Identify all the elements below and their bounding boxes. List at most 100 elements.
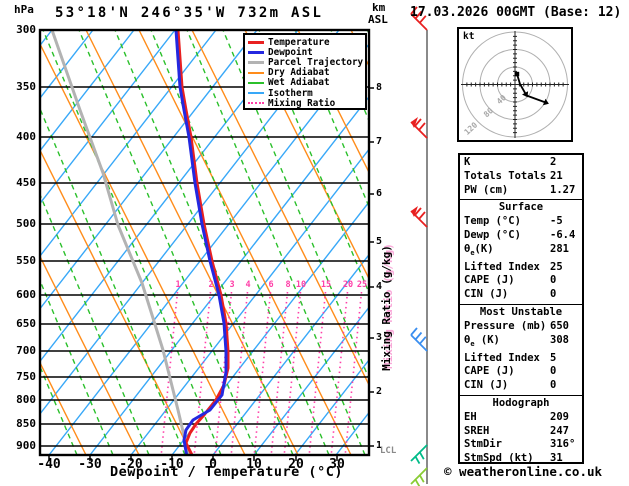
km-tick-label: 4 bbox=[376, 281, 383, 292]
table-row: Temp (°C) -5 bbox=[460, 215, 582, 229]
x-tick-label: -30 bbox=[78, 457, 102, 472]
table-row: SREH 247 bbox=[460, 425, 582, 439]
mixing-ratio-value-label: 4 bbox=[245, 280, 251, 290]
pressure-tick-label: 500 bbox=[16, 217, 36, 230]
table-row-value: 25 bbox=[550, 260, 563, 273]
isotherm-line bbox=[294, 358, 369, 455]
mixing-ratio-value-label: 25 bbox=[356, 280, 368, 290]
trace-arrowhead bbox=[522, 91, 529, 98]
table-row-value: 0 bbox=[550, 379, 557, 392]
table-section-title: Hodograph bbox=[492, 396, 550, 409]
table-row: Totals Totals 21 bbox=[460, 170, 582, 184]
x-tick-label: 20 bbox=[288, 457, 304, 472]
km-tick-label: 6 bbox=[376, 188, 383, 199]
table-row-value: -6.4 bbox=[550, 228, 576, 241]
table-row-label: CAPE (J) bbox=[464, 365, 515, 378]
x-tick-label: -40 bbox=[37, 457, 61, 472]
km-axis-unit: km bbox=[372, 1, 386, 14]
indices-table: K 2 Totals Totals 21 PW (cm) 1.27 Surface Temp … bbox=[458, 153, 584, 464]
wet-adiabat-line bbox=[40, 450, 42, 455]
legend-item: Dewpoint bbox=[248, 47, 365, 58]
table-row-label: StmDir bbox=[464, 438, 502, 451]
table-row-label: Temp (°C) bbox=[464, 215, 521, 228]
table-row-value: 281 bbox=[550, 242, 569, 255]
km-tick-label: 3 bbox=[376, 332, 383, 343]
pressure-tick-label: 550 bbox=[16, 254, 36, 267]
table-row-label: Lifted Index bbox=[464, 260, 540, 273]
wind-barb bbox=[410, 206, 428, 228]
lcl-marker-label: LCL bbox=[380, 446, 397, 456]
pressure-tick-label: 450 bbox=[16, 176, 36, 189]
isotherm-line bbox=[0, 30, 11, 455]
legend-item: Dry Adiabat bbox=[248, 67, 365, 78]
mixing-ratio-value-label: 8 bbox=[285, 280, 291, 290]
table-section-title: Most Unstable bbox=[479, 306, 563, 319]
pressure-tick-label: 900 bbox=[16, 439, 36, 452]
pressure-tick-label: 600 bbox=[16, 288, 36, 301]
dry-adiabat-line bbox=[138, 30, 352, 455]
pressure-tick-label: 300 bbox=[16, 23, 36, 36]
table-section: Surface Temp (°C) -5 Dewp (°C) -6.4 θe(K) 281 L… bbox=[460, 199, 582, 304]
table-row: StmDir 316° bbox=[460, 438, 582, 452]
km-tick-label: 8 bbox=[376, 82, 383, 93]
x-tick-label: -20 bbox=[119, 457, 143, 472]
table-section: Most Unstable Pressure (mb) 650 θe (K) 308 Li… bbox=[460, 304, 582, 395]
table-section-title: Surface bbox=[498, 201, 544, 214]
pressure-tick-label: 650 bbox=[16, 317, 36, 330]
table-row: StmSpd (kt) 31 bbox=[460, 452, 582, 466]
table-row-value: 2 bbox=[550, 156, 557, 168]
trace-arrowhead bbox=[542, 98, 549, 106]
wind-barb bbox=[410, 6, 428, 31]
table-row-label: Pressure (mb) bbox=[464, 319, 547, 332]
isotherm-line bbox=[212, 253, 369, 455]
wind-barb bbox=[410, 467, 428, 486]
table-row-label: CIN (J) bbox=[464, 288, 509, 301]
wet-adiabat-line bbox=[150, 30, 330, 455]
wind-barb bbox=[410, 444, 428, 464]
wind-barb bbox=[410, 327, 428, 352]
pressure-tick-label: 400 bbox=[16, 130, 36, 143]
dry-adiabat-line bbox=[40, 148, 193, 455]
wet-adiabat-line bbox=[40, 192, 150, 455]
table-row-label: SREH bbox=[464, 424, 490, 437]
wet-adiabat-line bbox=[114, 30, 294, 455]
mixing-ratio-value-label: 3 bbox=[229, 280, 235, 290]
isotherm-line bbox=[40, 30, 299, 363]
legend-item-label: Wet Adiabat bbox=[268, 77, 330, 89]
table-row-value: 209 bbox=[550, 410, 569, 423]
table-row-value: 5 bbox=[550, 351, 557, 364]
wet-adiabat-line bbox=[0, 30, 5, 455]
isotherm-line bbox=[253, 306, 369, 455]
table-row-label: StmSpd (kt) bbox=[464, 452, 534, 465]
wet-adiabat-line bbox=[40, 106, 186, 455]
x-tick-label: 30 bbox=[329, 457, 345, 472]
legend-line-sample bbox=[248, 50, 264, 54]
table-row-value: 650 bbox=[550, 319, 569, 332]
legend-line-sample bbox=[248, 40, 264, 44]
table-row-label: Totals Totals bbox=[464, 169, 547, 182]
isotherm-line bbox=[40, 30, 135, 152]
table-row-value: 316° bbox=[550, 438, 576, 451]
table-row-value: 308 bbox=[550, 333, 569, 346]
legend-item: Isotherm bbox=[248, 88, 365, 99]
table-row: θe(K) 281 bbox=[460, 243, 582, 261]
legend-item: Temperature bbox=[248, 36, 365, 48]
table-row-value: 21 bbox=[550, 169, 563, 182]
mixing-ratio-line bbox=[283, 291, 302, 455]
dry-adiabat-line bbox=[40, 361, 87, 455]
table-row-value: 0 bbox=[550, 288, 557, 301]
table-row-label: EH bbox=[464, 410, 477, 423]
table-row-label: CAPE (J) bbox=[464, 274, 515, 287]
legend-line-sample bbox=[248, 71, 264, 74]
km-tick-label: 1 bbox=[376, 440, 383, 451]
mixing-ratio-value-label: 10 bbox=[295, 280, 307, 290]
credit-text: © weatheronline.co.uk bbox=[444, 464, 603, 479]
legend-line-sample bbox=[248, 92, 264, 95]
mixing-ratio-value-label: 1 bbox=[175, 280, 181, 290]
legend-item: Parcel Trajectory bbox=[248, 57, 365, 68]
pressure-unit-label: hPa bbox=[14, 3, 34, 16]
legend-item-label: Temperature bbox=[268, 36, 330, 48]
table-row: Lifted Index 25 bbox=[460, 261, 582, 275]
